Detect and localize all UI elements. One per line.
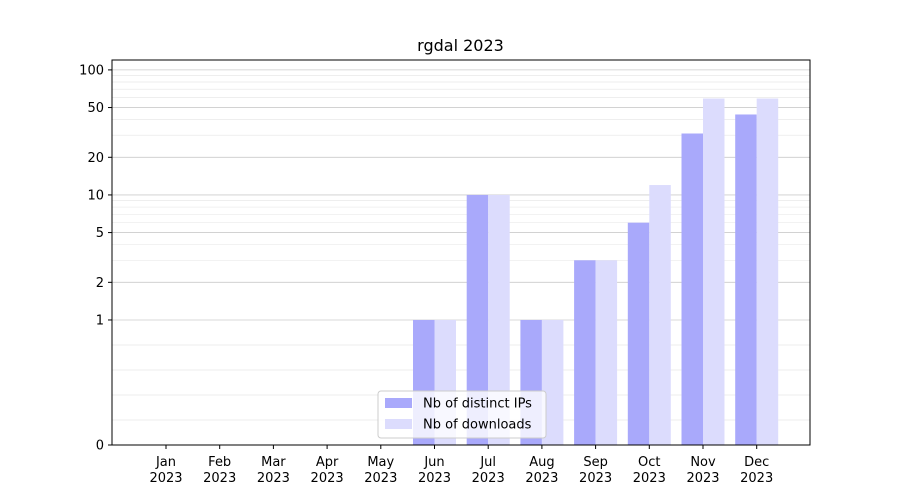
y-tick-label: 0 bbox=[96, 439, 104, 454]
y-tick-label: 50 bbox=[87, 101, 104, 116]
bar-downloads bbox=[649, 185, 671, 445]
x-tick-label-month: Nov bbox=[690, 455, 716, 470]
x-tick-label-year: 2023 bbox=[418, 471, 451, 486]
x-tick-label-year: 2023 bbox=[633, 471, 666, 486]
legend-box bbox=[377, 390, 547, 439]
x-tick-label-month: Dec bbox=[744, 455, 769, 470]
bar-ips bbox=[466, 194, 489, 445]
bar-ips bbox=[627, 222, 650, 445]
bar-downloads bbox=[488, 194, 510, 445]
x-tick-label-month: Apr bbox=[316, 455, 339, 470]
bar-downloads bbox=[756, 98, 779, 446]
y-tick-label: 100 bbox=[79, 63, 104, 78]
x-tick-label-month: Jun bbox=[423, 455, 444, 470]
bar-ips bbox=[735, 114, 757, 445]
x-tick-label-month: Jan bbox=[155, 455, 176, 470]
bar-downloads bbox=[595, 260, 618, 445]
x-tick-label-month: Jul bbox=[479, 455, 496, 470]
bar-downloads bbox=[541, 319, 564, 445]
plot-frame bbox=[111, 59, 811, 446]
legend-swatch bbox=[385, 398, 412, 408]
x-tick-label-year: 2023 bbox=[740, 471, 773, 486]
x-tick-label-month: Sep bbox=[583, 455, 608, 470]
y-axis: 0 1 2 5 10 20 50 100 bbox=[79, 63, 112, 454]
x-tick-label-year: 2023 bbox=[311, 471, 344, 486]
x-tick-label-year: 2023 bbox=[149, 471, 182, 486]
y-tick-label: 10 bbox=[87, 188, 104, 203]
x-tick-label-year: 2023 bbox=[525, 471, 558, 486]
chart-title: rgdal 2023 bbox=[417, 36, 504, 55]
x-tick-label-year: 2023 bbox=[364, 471, 397, 486]
x-tick-label-month: Oct bbox=[638, 455, 660, 470]
y-tick-label: 2 bbox=[96, 276, 104, 291]
bar-downloads bbox=[703, 98, 725, 446]
y-tick-label: 5 bbox=[96, 226, 104, 241]
x-tick-label-month: Aug bbox=[529, 455, 554, 470]
x-tick-label-month: May bbox=[367, 455, 394, 470]
x-tick-label-year: 2023 bbox=[472, 471, 505, 486]
x-tick-label-year: 2023 bbox=[579, 471, 612, 486]
legend-label: Nb of downloads bbox=[423, 418, 532, 433]
x-tick-label-month: Feb bbox=[208, 455, 231, 470]
legend-swatch bbox=[385, 419, 412, 429]
legend-label: Nb of distinct IPs bbox=[423, 397, 532, 412]
legend: Nb of distinct IPs Nb of downloads bbox=[377, 390, 547, 439]
y-tick-label: 1 bbox=[96, 313, 104, 328]
bar-ips bbox=[574, 260, 596, 445]
y-tick-label: 20 bbox=[87, 151, 104, 166]
x-tick-label-year: 2023 bbox=[686, 471, 719, 486]
x-tick-label-month: Mar bbox=[261, 455, 286, 470]
bar-ips bbox=[681, 133, 703, 445]
x-axis: Jan2023Feb2023Mar2023Apr2023May2023Jun20… bbox=[149, 445, 773, 486]
x-tick-label-year: 2023 bbox=[203, 471, 236, 486]
x-tick-label-year: 2023 bbox=[257, 471, 290, 486]
